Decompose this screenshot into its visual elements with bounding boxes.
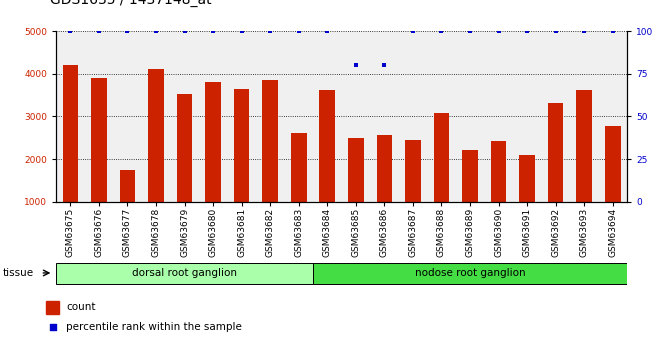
Bar xyxy=(205,82,221,202)
Bar xyxy=(519,155,535,202)
Text: count: count xyxy=(66,303,96,313)
Text: percentile rank within the sample: percentile rank within the sample xyxy=(66,322,242,332)
Point xyxy=(65,28,76,34)
Point xyxy=(48,324,58,329)
Bar xyxy=(462,150,478,202)
Point xyxy=(208,28,218,34)
Text: dorsal root ganglion: dorsal root ganglion xyxy=(132,268,237,278)
Point xyxy=(150,28,161,34)
Point xyxy=(94,28,104,34)
Point xyxy=(436,28,447,34)
Point xyxy=(180,28,190,34)
Point xyxy=(294,28,304,34)
Point xyxy=(550,28,561,34)
Bar xyxy=(376,135,392,202)
Bar xyxy=(119,170,135,202)
Bar xyxy=(262,80,278,202)
Point xyxy=(322,28,333,34)
Bar xyxy=(234,89,249,202)
Bar xyxy=(348,138,364,202)
Bar xyxy=(148,69,164,202)
Point xyxy=(408,28,418,34)
FancyBboxPatch shape xyxy=(56,263,313,284)
Point xyxy=(579,28,589,34)
Bar xyxy=(291,133,307,202)
Bar xyxy=(605,126,620,202)
Text: GDS1635 / 1437148_at: GDS1635 / 1437148_at xyxy=(50,0,211,7)
Point xyxy=(350,62,361,68)
Bar xyxy=(46,301,59,314)
Point xyxy=(522,28,533,34)
Point xyxy=(379,62,389,68)
FancyBboxPatch shape xyxy=(313,263,627,284)
Bar xyxy=(490,141,506,202)
Point xyxy=(607,28,618,34)
Text: nodose root ganglion: nodose root ganglion xyxy=(414,268,525,278)
Point xyxy=(493,28,504,34)
Bar xyxy=(177,94,193,202)
Bar xyxy=(319,90,335,202)
Bar xyxy=(434,114,449,202)
Point xyxy=(236,28,247,34)
Bar xyxy=(91,78,107,202)
Bar xyxy=(576,90,592,202)
Point xyxy=(465,28,475,34)
Bar xyxy=(405,140,421,202)
Bar xyxy=(63,65,79,202)
Bar xyxy=(548,103,564,202)
Point xyxy=(122,28,133,34)
Text: tissue: tissue xyxy=(3,268,34,278)
Point xyxy=(265,28,275,34)
